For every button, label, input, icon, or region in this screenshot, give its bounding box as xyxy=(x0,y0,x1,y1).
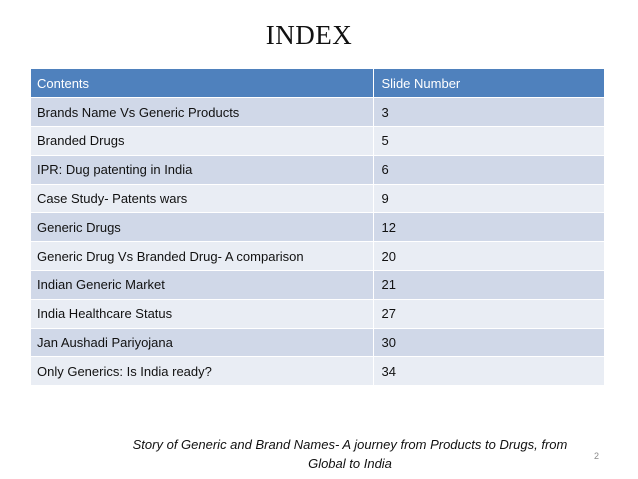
row-slide-number: 3 xyxy=(373,97,605,128)
row-slide-number: 21 xyxy=(373,270,605,300)
table-header-row: Contents Slide Number xyxy=(31,69,605,99)
row-slide-number: 5 xyxy=(373,126,605,156)
row-slide-number: 9 xyxy=(373,184,605,214)
row-contents: India Healthcare Status xyxy=(31,299,374,329)
table-row: Only Generics: Is India ready? 34 xyxy=(31,356,605,387)
table-row: Generic Drug Vs Branded Drug- A comparis… xyxy=(31,241,605,272)
row-contents: Branded Drugs xyxy=(31,126,374,156)
table-row: Generic Drugs 12 xyxy=(31,212,605,243)
slide-title: INDEX xyxy=(265,20,353,50)
row-contents: Brands Name Vs Generic Products xyxy=(31,97,374,128)
table-row: Indian Generic Market 21 xyxy=(31,270,605,300)
table-row: IPR: Dug patenting in India 6 xyxy=(31,155,605,185)
table-row: Case Study- Patents wars 9 xyxy=(31,184,605,214)
footer-line-2: Global to India xyxy=(308,456,392,471)
footer-line-1: Story of Generic and Brand Names- A jour… xyxy=(132,437,568,452)
row-slide-number: 6 xyxy=(373,155,605,185)
table-row: India Healthcare Status 27 xyxy=(31,299,605,329)
slide-footer: Story of Generic and Brand Names- A jour… xyxy=(100,435,600,473)
row-slide-number: 30 xyxy=(373,328,605,358)
row-contents: Case Study- Patents wars xyxy=(31,184,374,214)
row-contents: Indian Generic Market xyxy=(31,270,374,300)
row-slide-number: 34 xyxy=(373,356,605,387)
row-contents: Generic Drug Vs Branded Drug- A comparis… xyxy=(31,241,374,272)
table-row: Brands Name Vs Generic Products 3 xyxy=(31,97,605,128)
table-row: Branded Drugs 5 xyxy=(31,126,605,156)
row-slide-number: 12 xyxy=(373,212,605,243)
row-slide-number: 20 xyxy=(373,241,605,272)
row-slide-number: 27 xyxy=(373,299,605,329)
header-slide-number: Slide Number xyxy=(373,69,605,99)
row-contents: Only Generics: Is India ready? xyxy=(31,356,374,387)
page-number: 2 xyxy=(594,451,600,461)
row-contents: Generic Drugs xyxy=(31,212,374,243)
table-row: Jan Aushadi Pariyojana 30 xyxy=(31,328,605,358)
index-table: Contents Slide Number Brands Name Vs Gen… xyxy=(31,69,605,387)
row-contents: Jan Aushadi Pariyojana xyxy=(31,328,374,358)
header-contents: Contents xyxy=(31,69,374,99)
row-contents: IPR: Dug patenting in India xyxy=(31,155,374,185)
